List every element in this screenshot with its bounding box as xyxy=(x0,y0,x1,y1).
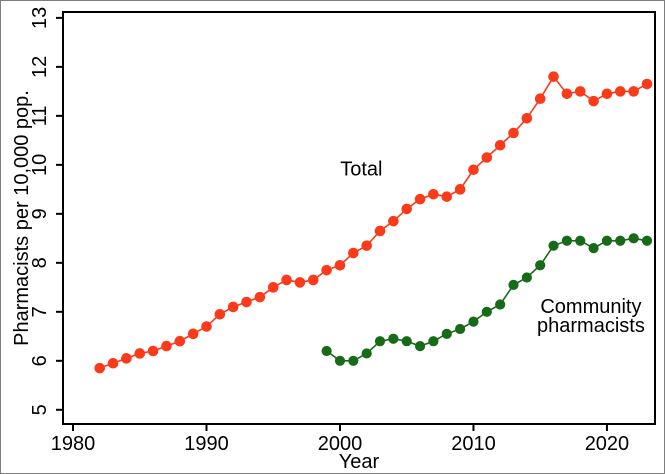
series-label-total: Total xyxy=(340,159,382,181)
data-point-total xyxy=(534,93,546,105)
y-tick-label: 7 xyxy=(29,306,51,317)
y-tick-label: 5 xyxy=(29,404,51,415)
data-point-total xyxy=(214,308,226,320)
data-point-total xyxy=(641,78,653,90)
data-point-total xyxy=(468,164,479,176)
data-point-total xyxy=(174,335,186,347)
data-point-community xyxy=(348,355,359,366)
data-point-community xyxy=(361,348,372,359)
data-point-total xyxy=(574,86,586,97)
data-point-total xyxy=(588,95,599,107)
data-point-community xyxy=(428,336,439,347)
data-point-total xyxy=(294,277,306,288)
data-point-community xyxy=(481,306,492,317)
data-point-total xyxy=(561,88,573,100)
data-point-community xyxy=(548,240,559,251)
x-tick-label: 2000 xyxy=(318,433,363,455)
data-point-total xyxy=(227,301,239,313)
data-point-total xyxy=(147,345,159,357)
data-point-total xyxy=(494,139,506,151)
y-axis-title: Pharmacists per 10,000 pop. xyxy=(11,90,33,346)
y-tick-label: 9 xyxy=(29,208,51,219)
y-tick-label: 11 xyxy=(29,105,51,126)
x-tick-label: 2010 xyxy=(451,433,496,455)
data-point-total xyxy=(254,291,266,303)
data-point-community xyxy=(641,235,653,246)
data-point-community xyxy=(334,355,346,366)
data-point-total xyxy=(348,247,359,259)
data-point-total xyxy=(107,357,119,369)
data-point-total xyxy=(161,340,172,352)
x-axis-title: Year xyxy=(339,451,380,473)
data-point-community xyxy=(414,341,426,352)
data-point-community xyxy=(441,328,452,339)
data-point-total xyxy=(334,259,346,271)
series-label-community: pharmacists xyxy=(537,315,645,337)
data-point-total xyxy=(187,328,199,340)
data-point-total xyxy=(321,264,332,276)
series-label-community: Community xyxy=(540,296,641,318)
data-point-total xyxy=(94,362,106,374)
data-point-total xyxy=(521,113,533,124)
data-point-community xyxy=(401,336,412,347)
data-point-community xyxy=(601,235,613,246)
data-point-community xyxy=(468,316,479,327)
data-point-total xyxy=(414,193,426,205)
data-point-community xyxy=(455,323,466,335)
x-tick-label: 1990 xyxy=(184,433,229,455)
data-point-total xyxy=(454,184,466,195)
data-point-total xyxy=(401,203,413,215)
data-point-total xyxy=(374,225,386,237)
y-tick-label: 10 xyxy=(29,154,51,176)
y-tick-label: 8 xyxy=(29,257,51,268)
data-point-total xyxy=(267,282,279,293)
data-point-community xyxy=(374,336,386,347)
data-point-community xyxy=(495,299,506,310)
x-tick-label: 1980 xyxy=(51,433,96,455)
data-point-total xyxy=(508,127,519,139)
data-point-total xyxy=(548,71,559,82)
data-point-total xyxy=(307,274,319,286)
x-tick-label: 2020 xyxy=(585,433,630,455)
data-point-community xyxy=(321,345,332,357)
data-point-community xyxy=(575,235,586,246)
data-point-community xyxy=(561,235,573,246)
data-point-community xyxy=(628,233,639,244)
data-point-community xyxy=(521,272,532,283)
data-point-community xyxy=(388,333,399,344)
data-point-total xyxy=(441,191,453,202)
data-point-total xyxy=(428,188,439,200)
data-point-total xyxy=(481,152,493,163)
data-point-total xyxy=(121,353,132,364)
y-tick-label: 12 xyxy=(29,56,51,78)
data-point-community xyxy=(588,243,599,254)
y-tick-label: 6 xyxy=(29,355,51,366)
data-point-total xyxy=(628,86,639,97)
data-point-total xyxy=(281,274,292,286)
data-point-total xyxy=(241,296,252,308)
data-point-community xyxy=(535,260,546,271)
data-point-total xyxy=(361,240,372,251)
data-point-community xyxy=(615,235,626,246)
data-point-total xyxy=(388,215,399,227)
data-point-total xyxy=(614,86,626,97)
data-point-community xyxy=(508,279,519,290)
data-point-total xyxy=(201,321,212,332)
data-point-total xyxy=(601,88,613,100)
data-point-total xyxy=(134,348,146,359)
plot-frame xyxy=(62,11,656,425)
y-tick-label: 13 xyxy=(29,7,51,29)
